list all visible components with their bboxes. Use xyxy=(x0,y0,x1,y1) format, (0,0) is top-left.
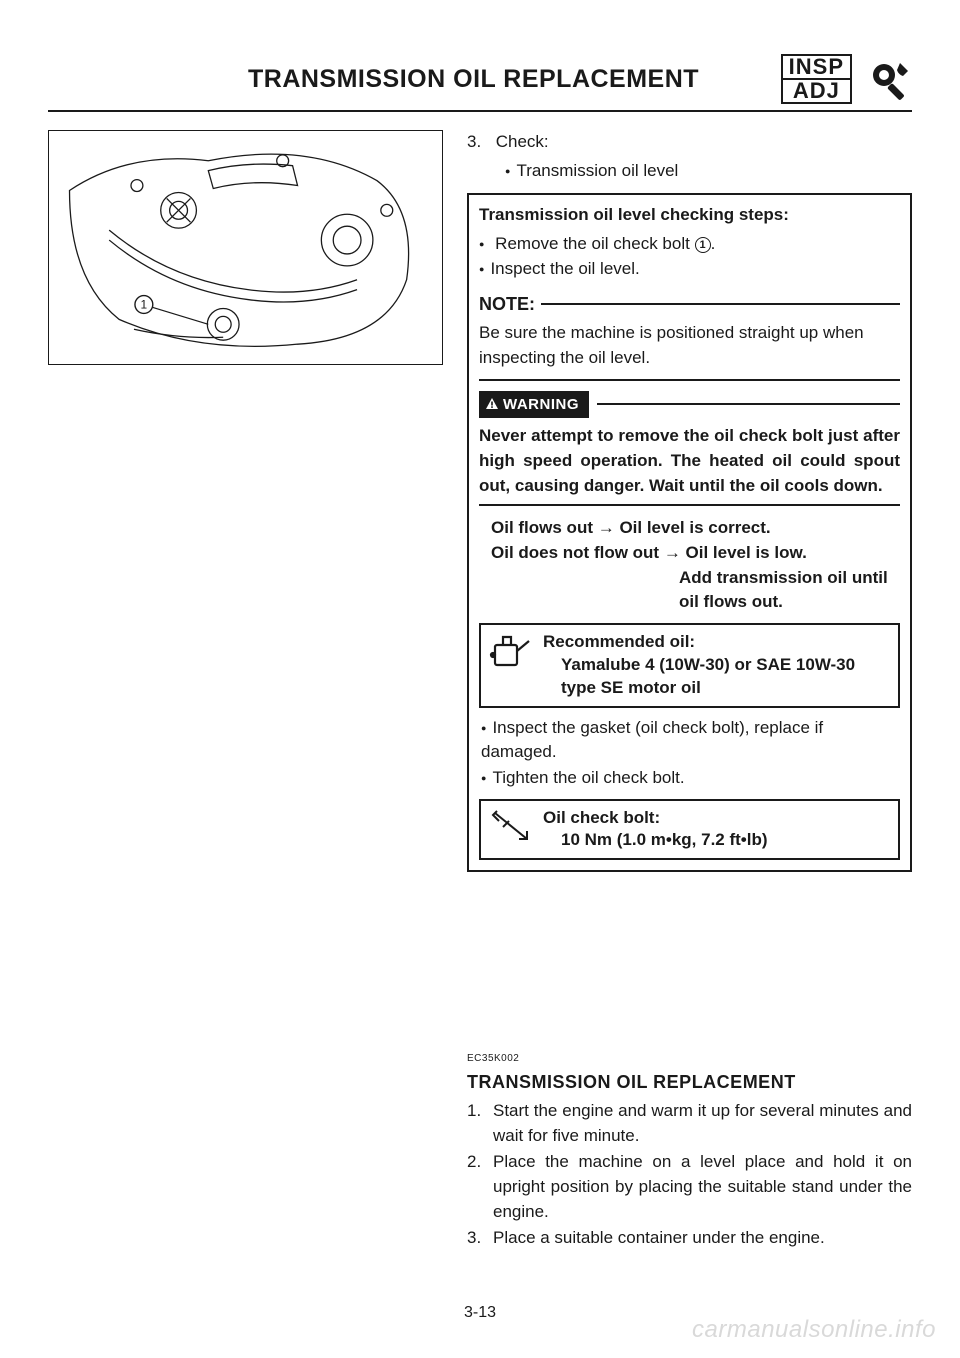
gasket-step: Inspect the gasket (oil check bolt), rep… xyxy=(481,716,900,765)
check-step: 3. Check: xyxy=(467,130,912,155)
engine-diagram-figure: 1 xyxy=(48,130,443,365)
step-number: 1. xyxy=(467,1099,493,1148)
procedure-box: Transmission oil level checking steps: R… xyxy=(467,193,912,872)
badge-bottom: ADJ xyxy=(783,78,850,102)
step-label: Check: xyxy=(496,132,549,151)
tighten-step: Tighten the oil check bolt. xyxy=(481,766,900,791)
step-text: Start the engine and warm it up for seve… xyxy=(493,1099,912,1148)
flow-low: Oil does not flow out → Oil level is low… xyxy=(491,541,900,566)
oil-can-icon xyxy=(489,631,533,671)
note-label: NOTE: xyxy=(479,291,535,317)
rec-oil-label: Recommended oil: xyxy=(543,632,695,651)
page-title: TRANSMISSION OIL REPLACEMENT xyxy=(248,65,699,94)
procedure-step-2: Inspect the oil level. xyxy=(479,257,900,282)
torque-wrench-icon xyxy=(489,807,533,847)
note-rule xyxy=(541,303,900,305)
step-text: Place the machine on a level place and h… xyxy=(493,1150,912,1224)
replacement-steps: 1.Start the engine and warm it up for se… xyxy=(467,1099,912,1251)
step1-post: . xyxy=(711,234,716,253)
warning-badge: WARNING xyxy=(479,391,589,419)
torque-label: Oil check bolt: xyxy=(543,808,660,827)
watermark: carmanualsonline.info xyxy=(692,1316,936,1344)
warning-rule xyxy=(597,403,900,405)
warning-end-rule xyxy=(479,504,900,506)
magnify-wrench-icon xyxy=(864,55,912,103)
oil-flow-outcomes: Oil flows out → Oil level is correct. Oi… xyxy=(479,516,900,615)
section-badge: INSP ADJ xyxy=(781,54,852,104)
step1-pre: Remove the oil check bolt xyxy=(495,234,694,253)
recommended-oil-box: Recommended oil: Yamalube 4 (10W-30) or … xyxy=(479,623,900,708)
rec-oil-value: Yamalube 4 (10W-30) or SAE 10W-30 type S… xyxy=(561,654,890,700)
procedure-heading: Transmission oil level checking steps: xyxy=(479,203,900,228)
section-code: EC35K002 xyxy=(467,1052,912,1067)
check-item: Transmission oil level xyxy=(505,159,912,184)
flow-correct: Oil flows out → Oil level is correct. xyxy=(491,516,900,541)
step-number: 2. xyxy=(467,1150,493,1224)
warning-body: Never attempt to remove the oil check bo… xyxy=(479,424,900,498)
page-header: TRANSMISSION OIL REPLACEMENT INSP ADJ xyxy=(48,54,912,112)
flow-add-action: Add transmission oil until oil flows out… xyxy=(679,566,900,615)
callout-ref-1: 1 xyxy=(695,237,711,253)
warning-heading: WARNING xyxy=(479,391,900,419)
note-heading: NOTE: xyxy=(479,291,900,317)
svg-text:1: 1 xyxy=(141,297,148,311)
torque-spec-box: Oil check bolt: 10 Nm (1.0 m•kg, 7.2 ft•… xyxy=(479,799,900,861)
step-text: Place a suitable container under the eng… xyxy=(493,1226,912,1251)
procedure-step-1: Remove the oil check bolt 1. xyxy=(479,232,900,257)
warning-triangle-icon xyxy=(485,397,499,411)
warning-label: WARNING xyxy=(503,394,579,416)
note-body: Be sure the machine is positioned straig… xyxy=(479,321,900,370)
section-title: TRANSMISSION OIL REPLACEMENT xyxy=(467,1069,912,1095)
note-end-rule xyxy=(479,379,900,381)
torque-value: 10 Nm (1.0 m•kg, 7.2 ft•lb) xyxy=(561,829,768,852)
badge-top: INSP xyxy=(783,56,850,78)
step-number: 3. xyxy=(467,1226,493,1251)
step-number: 3. xyxy=(467,130,491,155)
